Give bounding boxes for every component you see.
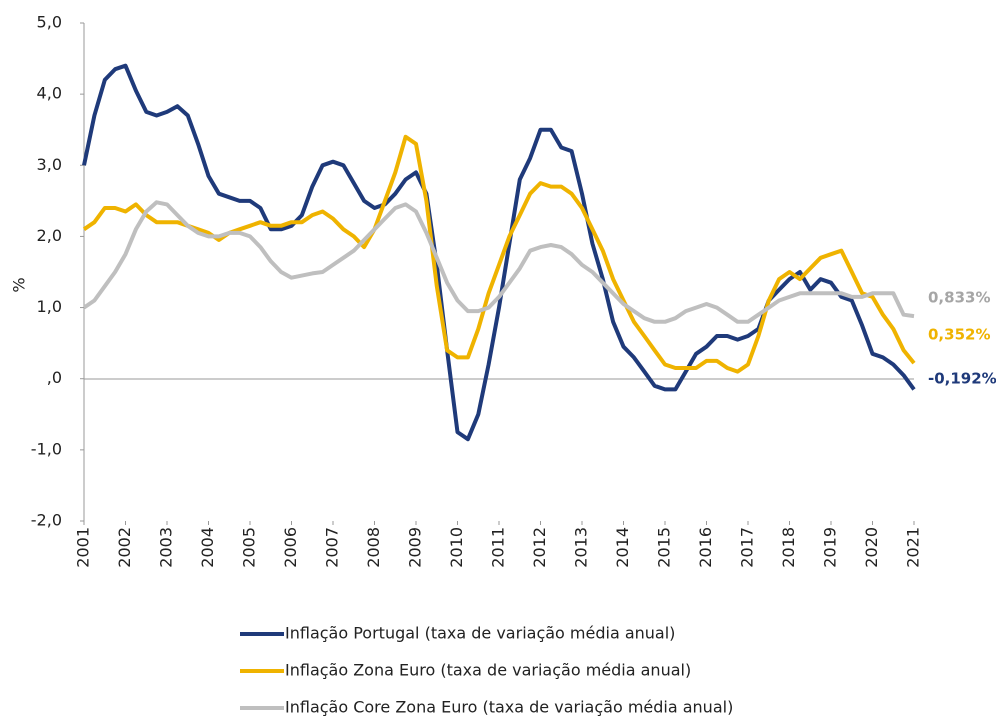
y-axis-label: % xyxy=(10,277,29,292)
x-tick-label: 2019 xyxy=(821,527,840,568)
x-tick-label: 2021 xyxy=(904,527,923,568)
legend-label: Inflação Core Zona Euro (taxa de variaçã… xyxy=(285,698,733,717)
series-line xyxy=(82,63,916,442)
x-tick-label: 2001 xyxy=(74,527,93,568)
y-tick-label: 3,0 xyxy=(37,155,62,174)
x-tick-label: 2017 xyxy=(738,527,757,568)
x-tick-label: 2015 xyxy=(655,527,674,568)
x-tick-label: 2012 xyxy=(530,527,549,568)
y-tick-label: -1,0 xyxy=(31,439,62,458)
x-tick-label: 2008 xyxy=(364,527,383,568)
x-tick-label: 2003 xyxy=(157,527,176,568)
x-tick-label: 2002 xyxy=(115,527,134,568)
x-tick-label: 2007 xyxy=(323,527,342,568)
x-tick-label: 2006 xyxy=(281,527,300,568)
y-tick-label: -2,0 xyxy=(31,511,62,530)
end-label: 0,833% xyxy=(928,289,990,307)
x-tick-label: 2013 xyxy=(572,527,591,568)
y-tick-label: 2,0 xyxy=(37,226,62,245)
end-label: -0,192% xyxy=(928,370,996,388)
x-tick-label: 2010 xyxy=(447,527,466,568)
legend-label: Inflação Portugal (taxa de variação médi… xyxy=(285,624,675,643)
y-tick-label: 5,0 xyxy=(37,13,62,32)
x-tick-label: 2018 xyxy=(779,527,798,568)
y-tick-label: ,0 xyxy=(47,368,62,387)
x-tick-label: 2020 xyxy=(862,527,881,568)
x-tick-label: 2011 xyxy=(489,527,508,568)
legend-label: Inflação Zona Euro (taxa de variação méd… xyxy=(285,661,691,680)
x-tick-label: 2004 xyxy=(198,527,217,568)
y-tick-label: 1,0 xyxy=(37,297,62,316)
series-line xyxy=(82,200,915,324)
x-tick-label: 2005 xyxy=(240,527,259,568)
end-label: 0,352% xyxy=(928,326,990,344)
y-tick-label: 4,0 xyxy=(37,84,62,103)
x-tick-label: 2016 xyxy=(696,527,715,568)
x-tick-label: 2009 xyxy=(406,527,425,568)
series-line xyxy=(82,134,916,374)
x-tick-label: 2014 xyxy=(613,527,632,568)
